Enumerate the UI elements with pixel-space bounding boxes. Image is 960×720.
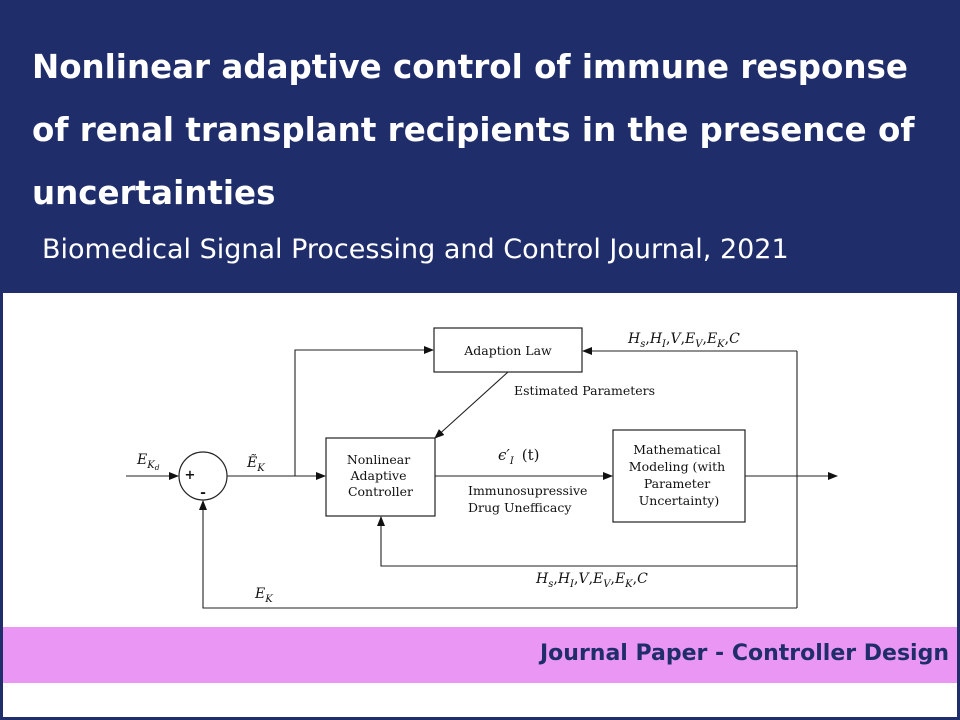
controller-label: Nonlinear Adaptive Controller [347,452,414,499]
state-variable: V [670,331,682,347]
paper-title: Nonlinear adaptive control of immune res… [32,48,915,212]
estimated-parameters-line [434,371,509,439]
paper-subtitle: Biomedical Signal Processing and Control… [42,234,789,265]
feedback-signal-label: EK [254,586,273,605]
controller-block [325,437,436,517]
model-block [612,429,746,523]
state-vector-top-label: Hs,HI,V,EV,EK,C [627,331,740,350]
state-variable: E [684,331,695,347]
control-block-diagram: Adaption Law Nonlinear Adaptive Controll… [126,327,838,609]
state-variable: E [706,331,717,347]
state-variable-subscript: K [624,579,633,590]
adaption-law-block [433,327,583,373]
control-description-line: Drug Unefficacy [468,500,572,515]
state-variable: H [535,571,549,587]
model-label-line: Parameter [644,476,710,491]
state-variable-subscript: s [548,579,553,590]
summing-minus: - [200,485,206,501]
reference-signal-label: EKd [136,452,160,472]
state-variable-subscript: V [695,339,704,350]
state-variable-subscript: I [661,339,667,350]
output-feedback-line [199,500,797,609]
content-panel: Adaption Law Nonlinear Adaptive Controll… [3,293,957,717]
model-label-line: Uncertainty) [639,493,719,508]
category-banner-text: Journal Paper - Controller Design [539,641,949,666]
state-variable: C [637,571,648,587]
control-signal-label: ϵ′I (t) [498,446,540,467]
controller-label-line: Nonlinear [347,452,410,467]
model-label: Mathematical Modeling (with Parameter Un… [629,442,729,508]
state-variable-subscript: s [640,339,645,350]
estimated-parameters-label: Estimated Parameters [514,383,655,398]
states-to-controller-line [377,516,797,567]
controller-label-line: Adaptive [350,468,407,483]
control-description-line: Immunosupressive [468,483,587,498]
error-to-adaption-line [294,346,434,476]
state-variable-subscript: I [569,579,575,590]
state-variable-subscript: K [716,339,725,350]
controller-label-line: Controller [348,484,413,499]
state-variable: H [649,331,663,347]
header: Nonlinear adaptive control of immune res… [0,0,960,293]
state-variable-subscript: V [603,579,612,590]
summing-plus: + [185,468,196,483]
category-banner: Journal Paper - Controller Design [3,627,957,683]
state-vector-bottom-label: Hs,HI,V,EV,EK,C [535,571,648,590]
error-signal-label: ẼK [246,453,265,474]
control-description-label: Immunosupressive Drug Unefficacy [468,483,591,515]
state-variable: E [592,571,603,587]
state-variable: V [578,571,590,587]
state-variable: E [614,571,625,587]
state-variable: H [557,571,571,587]
state-variable: C [729,331,740,347]
model-label-line: Modeling (with [629,459,725,474]
adaption-law-label: Adaption Law [463,343,552,358]
state-variable: H [627,331,641,347]
model-label-line: Mathematical [633,442,721,457]
